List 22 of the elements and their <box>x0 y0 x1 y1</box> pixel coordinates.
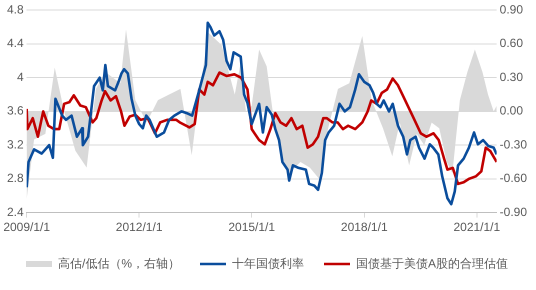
y2-tick-label: 0.90 <box>500 2 524 17</box>
x-tick-label: 2021/1/1 <box>453 220 501 234</box>
x-tick-label: 2015/1/1 <box>228 220 276 234</box>
y-tick-label: 3.6 <box>6 104 24 118</box>
legend-label: 十年国债利率 <box>232 256 304 270</box>
y2-tick-label: 0.30 <box>500 70 524 84</box>
legend-label: 高估/低估（%，右轴） <box>58 256 180 270</box>
y-tick-label: 3.2 <box>6 137 24 152</box>
x-tick-label: 2018/1/1 <box>340 220 388 234</box>
y-tick-label: 4 <box>16 70 24 84</box>
x-tick-label: 2012/1/1 <box>116 220 163 234</box>
y-tick-label: 2.4 <box>6 204 24 219</box>
y2-tick-label: -0.60 <box>500 171 528 186</box>
y-tick-label: 4.8 <box>6 2 24 17</box>
y2-tick-label: 0.60 <box>500 36 524 50</box>
y-tick-label: 2.8 <box>6 171 24 186</box>
legend-label: 国债基于美债A股的合理估值 <box>356 256 508 270</box>
y2-tick-label: 0.00 <box>500 104 524 118</box>
y2-tick-label: -0.30 <box>500 137 528 152</box>
y-tick-label: 4.4 <box>6 36 24 50</box>
y2-tick-label: -0.90 <box>500 204 528 219</box>
x-tick-label: 2009/1/1 <box>3 220 50 234</box>
